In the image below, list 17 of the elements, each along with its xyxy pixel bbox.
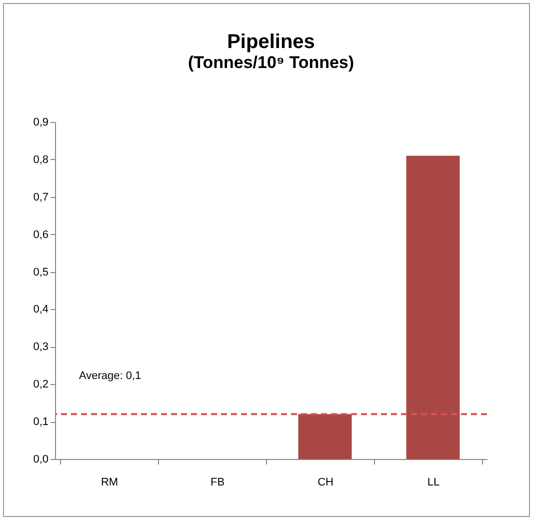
y-tick-label: 0,0 bbox=[33, 454, 48, 466]
chart-subtitle: (Tonnes/10⁹ Tonnes) bbox=[188, 53, 354, 72]
y-tick-label: 0,3 bbox=[33, 341, 48, 354]
y-tick-label: 0,1 bbox=[33, 416, 48, 428]
ref-line-label: Average: 0,1 bbox=[79, 370, 142, 382]
y-tick-label: 0,2 bbox=[33, 378, 48, 391]
y-tick-label: 0,5 bbox=[33, 266, 48, 278]
y-tick-label: 0,7 bbox=[33, 191, 48, 204]
y-tick-label: 0,6 bbox=[33, 228, 48, 241]
x-tick-label: LL bbox=[427, 476, 440, 488]
x-tick-label: CH bbox=[318, 476, 334, 488]
y-tick-label: 0,8 bbox=[33, 154, 48, 166]
x-tick-label: RM bbox=[100, 476, 118, 488]
y-tick-label: 0,4 bbox=[33, 304, 48, 316]
x-tick-label: FB bbox=[210, 476, 225, 488]
y-tick-label: 0,9 bbox=[33, 116, 48, 128]
chart-title: Pipelines bbox=[227, 31, 315, 53]
